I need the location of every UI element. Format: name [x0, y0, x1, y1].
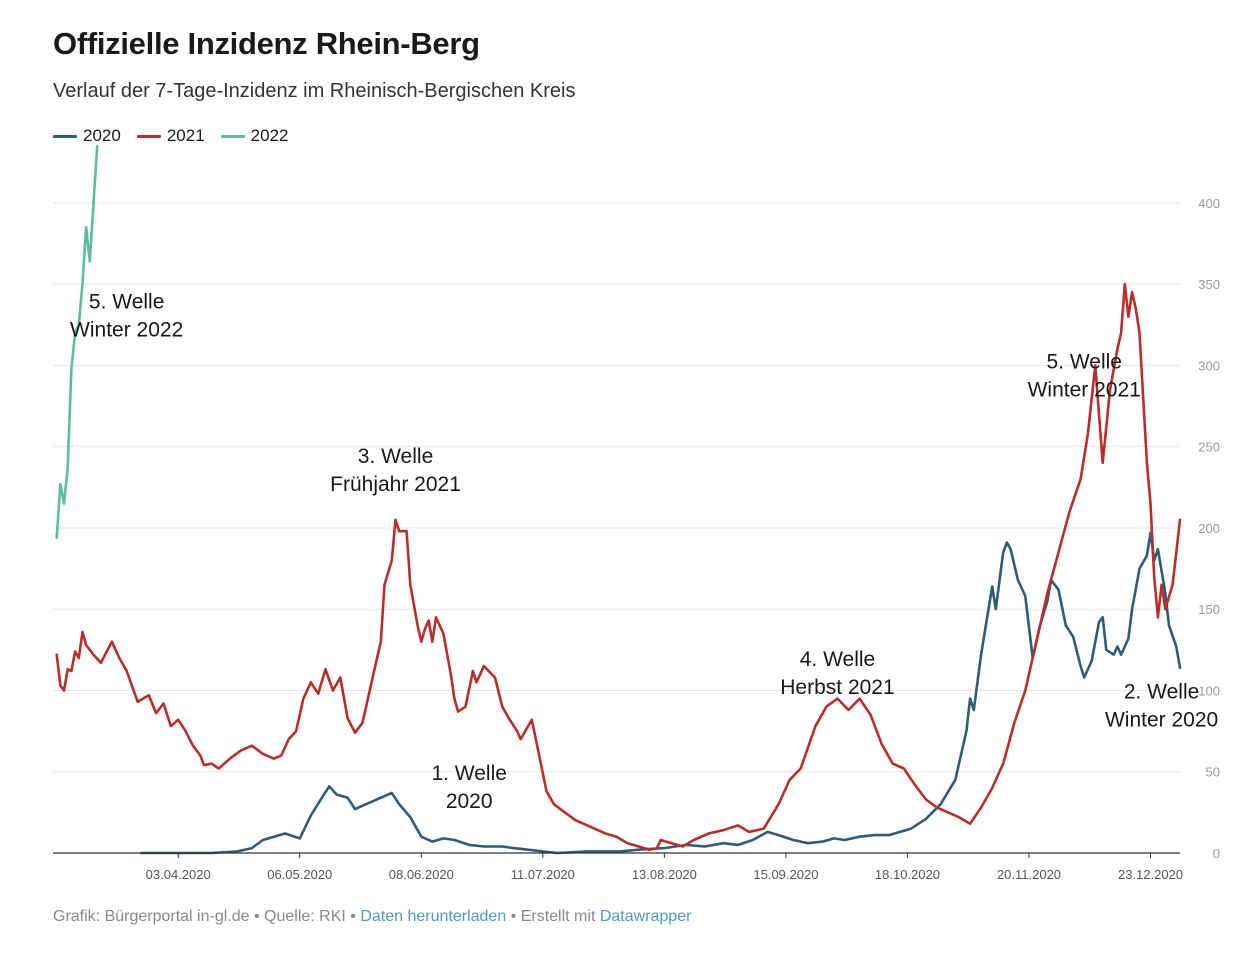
series-line-2022	[55, 144, 99, 539]
series-line-2021	[55, 282, 1182, 851]
grid	[53, 202, 1180, 773]
y-tick-label-50: 50	[1206, 765, 1220, 780]
annotation-0-line-0: 5. Welle	[89, 291, 164, 314]
annotation-5-line-1: Winter 2020	[1105, 709, 1218, 732]
y-tick-label-250: 250	[1198, 440, 1220, 455]
x-tick-label-4: 13.08.2020	[632, 867, 697, 882]
annotation-4: 5. Welle Winter 2021	[1028, 351, 1141, 402]
legend-item-2022: 2022	[220, 126, 289, 146]
chart-subtitle: Verlauf der 7-Tage-Inzidenz im Rheinisch…	[53, 80, 576, 102]
x-tick-label-0: 03.04.2020	[146, 867, 211, 882]
y-axis: 0 50 100 150 200 250 300 350 400	[1198, 196, 1220, 861]
legend-swatch-2020	[53, 134, 77, 138]
y-tick-label-150: 150	[1198, 602, 1220, 617]
legend-label-2022: 2022	[250, 126, 289, 145]
legend-label-2021: 2021	[166, 126, 205, 145]
legend-item-2020: 2020	[53, 126, 121, 146]
footer: Grafik: Bürgerportal in-gl.de • Quelle: …	[53, 908, 691, 926]
y-tick-label-100: 100	[1198, 683, 1220, 698]
annotation-2-line-0: 1. Welle	[431, 762, 506, 785]
legend-label-2020: 2020	[83, 126, 121, 145]
x-tick-label-1: 06.05.2020	[267, 867, 332, 882]
annotation-4-line-0: 5. Welle	[1046, 351, 1121, 374]
datawrapper-link[interactable]: Datawrapper	[599, 908, 692, 925]
footer-middle: • Erstellt mit	[506, 908, 600, 925]
footer-prefix: Grafik: Bürgerportal in-gl.de • Quelle: …	[53, 908, 361, 925]
download-data-link[interactable]: Daten herunterladen	[360, 908, 507, 925]
legend-item-2021: 2021	[136, 126, 205, 146]
annotation-5: 2. Welle Winter 2020	[1105, 681, 1218, 732]
x-axis: 03.04.2020 06.05.2020 08.06.2020 11.07.2020…	[53, 852, 1183, 882]
annotation-1-line-0: 3. Welle	[358, 445, 433, 468]
annotation-0-line-1: Winter 2022	[70, 319, 183, 342]
legend: 2020 2021 2022	[53, 126, 288, 146]
y-tick-label-0: 0	[1213, 846, 1220, 861]
y-tick-label-200: 200	[1198, 521, 1220, 536]
annotations: 5. Welle Winter 2022 3. Welle Frühjahr 2021…	[70, 291, 1218, 813]
annotation-3: 4. Welle Herbst 2021	[780, 648, 894, 699]
series-lines	[55, 144, 1182, 855]
x-tick-label-5: 15.09.2020	[753, 867, 818, 882]
x-tick-label-7: 20.11.2020	[997, 867, 1061, 882]
x-tick-label-8: 23.12.2020	[1118, 867, 1183, 882]
annotation-1: 3. Welle Frühjahr 2021	[330, 445, 461, 496]
annotation-1-line-1: Frühjahr 2021	[330, 473, 461, 496]
y-tick-label-350: 350	[1198, 277, 1220, 292]
y-tick-label-400: 400	[1198, 196, 1220, 211]
annotation-2: 1. Welle 2020	[431, 762, 506, 813]
chart-title: Offizielle Inzidenz Rhein-Berg	[53, 26, 480, 61]
annotation-2-line-1: 2020	[446, 790, 493, 813]
legend-swatch-2022	[220, 134, 245, 138]
annotation-4-line-1: Winter 2021	[1028, 379, 1141, 402]
x-tick-label-3: 11.07.2020	[511, 867, 575, 882]
annotation-5-line-0: 2. Welle	[1124, 681, 1199, 704]
y-tick-label-300: 300	[1198, 358, 1220, 373]
annotation-0: 5. Welle Winter 2022	[70, 291, 183, 342]
x-tick-label-6: 18.10.2020	[875, 867, 940, 882]
legend-swatch-2021	[136, 134, 161, 138]
x-tick-label-2: 08.06.2020	[389, 867, 454, 882]
series-line-2020	[140, 531, 1182, 855]
annotation-3-line-1: Herbst 2021	[780, 676, 894, 699]
annotation-3-line-0: 4. Welle	[800, 648, 875, 671]
